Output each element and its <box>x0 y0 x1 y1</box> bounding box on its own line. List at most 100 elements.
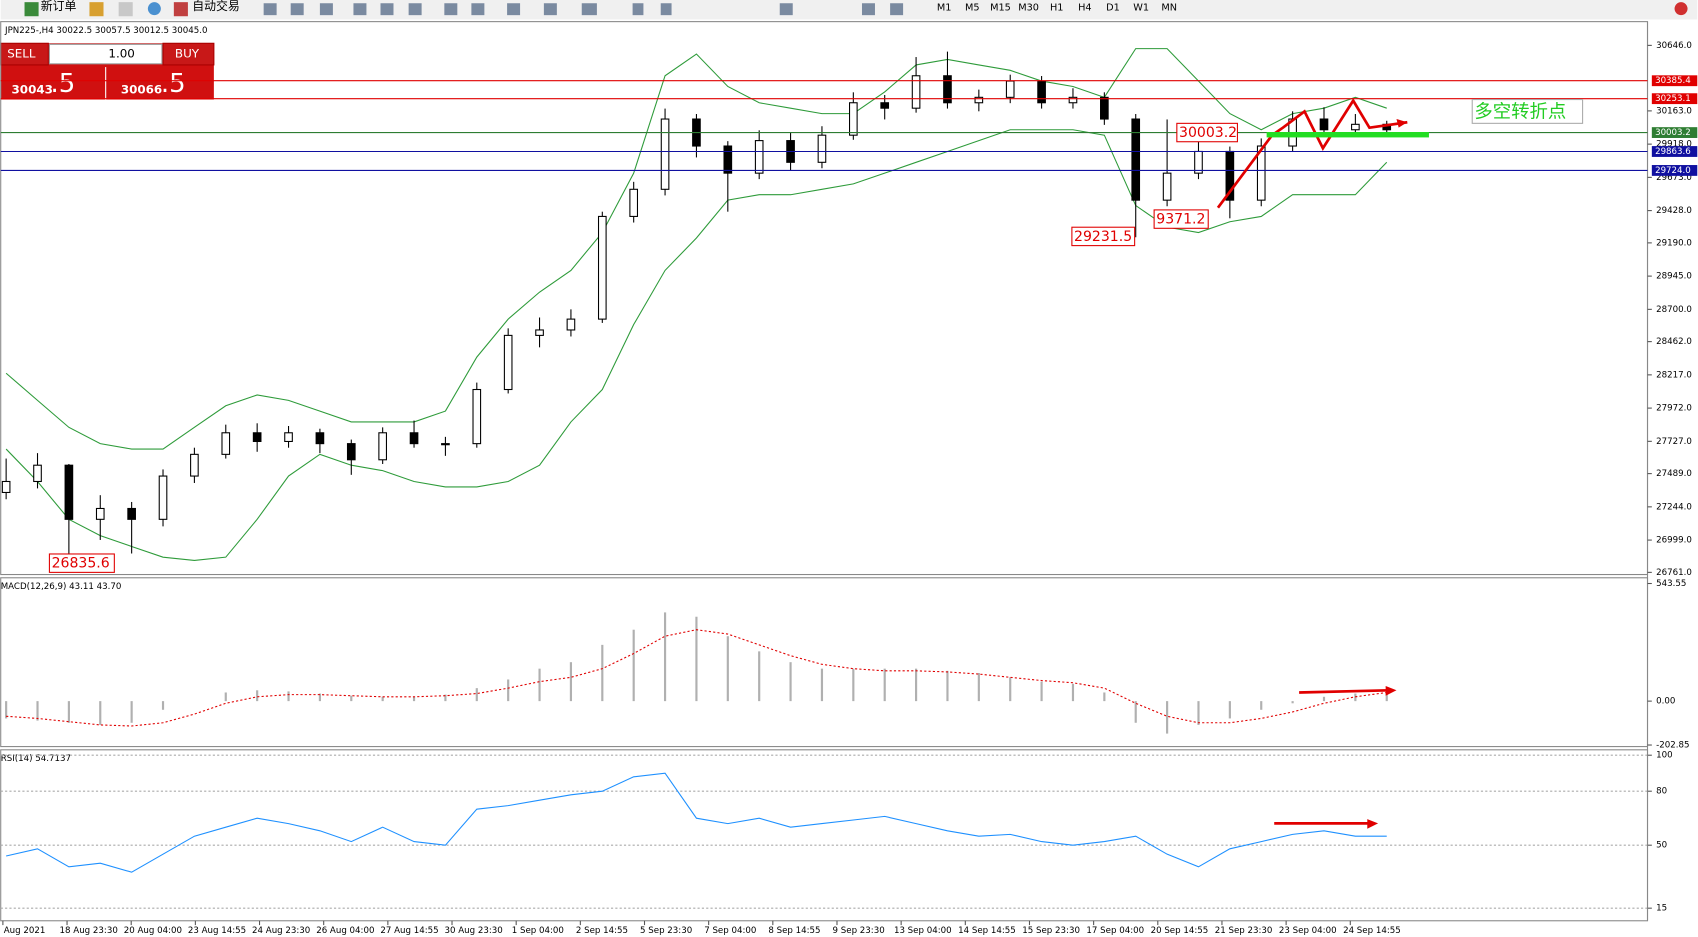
icon[interactable] <box>408 3 422 16</box>
chart-area: JPN225-,H4 30022.5 30057.5 30012.5 30045… <box>0 21 1698 936</box>
bid-price[interactable]: 30043 <box>12 82 53 96</box>
macd-bar <box>381 696 384 702</box>
icon[interactable] <box>147 2 161 16</box>
candle-body <box>754 140 764 174</box>
icon[interactable] <box>543 3 557 16</box>
auto-trading-button[interactable]: 自动交易 <box>192 0 240 13</box>
buy-button[interactable] <box>162 42 215 66</box>
x-tick-label: 24 Aug 23:30 <box>252 926 310 936</box>
price-level-label: 29863.6 <box>1655 147 1691 157</box>
price-annotation: 26835.6 <box>52 556 110 572</box>
arrow-head <box>1385 685 1397 696</box>
ask-price-fraction[interactable]: .5 <box>161 69 186 99</box>
macd-bar <box>632 629 635 702</box>
icon[interactable] <box>779 3 793 16</box>
timeframe-button[interactable]: M5 <box>965 3 980 14</box>
icon[interactable] <box>263 3 277 16</box>
y-tick-label: 26999.0 <box>1656 536 1692 546</box>
candle-body <box>409 432 419 445</box>
y-tick-label: 27244.0 <box>1656 502 1692 512</box>
candle-body <box>472 388 482 445</box>
macd-bar <box>758 651 761 702</box>
price-level-label: 30385.4 <box>1655 76 1691 86</box>
icon[interactable] <box>632 3 644 16</box>
timeframe-button[interactable]: D1 <box>1106 3 1120 14</box>
price-annotation: 29231.5 <box>1074 229 1132 245</box>
y-tick-label: 27489.0 <box>1656 469 1692 479</box>
x-tick-label: 23 Sep 04:00 <box>1279 926 1337 936</box>
icon[interactable] <box>353 3 367 16</box>
icon[interactable] <box>380 3 394 16</box>
x-tick-label: 27 Aug 14:55 <box>380 926 438 936</box>
price-level-tag <box>1651 93 1698 105</box>
alert-icon[interactable] <box>1674 2 1688 16</box>
ask-price[interactable]: 30066 <box>121 82 162 96</box>
timeframe-button[interactable]: W1 <box>1133 3 1149 14</box>
candle-body <box>252 432 262 443</box>
lot-input[interactable] <box>48 43 163 65</box>
candle-body <box>1005 80 1015 98</box>
y-tick-label: 28462.0 <box>1656 337 1692 347</box>
x-tick-label: 9 Sep 23:30 <box>833 926 885 936</box>
macd-bar <box>883 668 886 702</box>
timeframe-button[interactable]: MN <box>1161 3 1177 14</box>
y-tick-label: 27727.0 <box>1656 437 1692 447</box>
timeframe-button[interactable]: M15 <box>990 3 1011 14</box>
candle-body <box>817 134 827 163</box>
candle-body <box>1131 118 1141 201</box>
timeframe-button[interactable]: M1 <box>937 3 952 14</box>
indicator-title: RSI(14) 54.7137 <box>1 754 71 764</box>
macd-bar <box>412 696 416 702</box>
icon[interactable] <box>861 3 875 16</box>
indicator-title: JPN225-,H4 30022.5 30057.5 30012.5 30045… <box>4 26 207 36</box>
y-tick-label: 30646.0 <box>1656 41 1692 51</box>
macd-bar <box>350 695 353 702</box>
arrow-head <box>1396 119 1408 128</box>
icon[interactable] <box>890 3 904 16</box>
macd-bar <box>1260 701 1263 710</box>
toolbar-bg <box>0 0 1698 20</box>
candle-body <box>943 75 952 104</box>
drawn-annotations <box>1216 98 1429 829</box>
candle-body <box>127 507 136 520</box>
icon[interactable] <box>660 3 672 16</box>
candle-body <box>441 443 450 446</box>
new-order-button[interactable]: 新订单 <box>41 0 77 13</box>
price-level-tag <box>1651 165 1698 176</box>
macd-bar <box>507 679 510 702</box>
icon[interactable] <box>581 3 597 16</box>
icon[interactable] <box>507 3 521 16</box>
y-tick-label: 28945.0 <box>1656 272 1692 282</box>
timeframe-button[interactable]: H1 <box>1050 3 1064 14</box>
timeframe-button[interactable]: H4 <box>1078 3 1092 14</box>
icon[interactable] <box>444 3 458 16</box>
candle-body <box>880 102 890 109</box>
x-tick-label: Aug 2021 <box>4 926 46 936</box>
annotation-box <box>1176 122 1238 143</box>
macd-bar <box>601 644 604 702</box>
y-tick-label: 27972.0 <box>1656 404 1692 414</box>
icon[interactable] <box>471 3 485 16</box>
price-annotation: 9371.2 <box>1156 212 1205 228</box>
timeframe-button[interactable]: M30 <box>1018 3 1039 14</box>
macd-bar <box>1134 701 1137 723</box>
auto-trading-icon[interactable] <box>173 2 188 17</box>
macd-bar <box>318 693 321 702</box>
bid-price-fraction[interactable]: .5 <box>50 69 75 99</box>
icon[interactable] <box>290 3 304 16</box>
annotation-box <box>48 553 115 573</box>
icon[interactable] <box>118 2 133 17</box>
y-tick-label: 29428.0 <box>1656 206 1692 216</box>
macd-bar <box>99 701 102 725</box>
macd-signal <box>6 629 1387 727</box>
price-level-label: 30003.2 <box>1655 128 1691 138</box>
icon[interactable] <box>89 2 104 17</box>
candle-body <box>378 432 387 461</box>
new-order-icon[interactable] <box>24 2 39 17</box>
rsi-line <box>6 772 1387 873</box>
icon[interactable] <box>319 3 333 16</box>
x-tick-label: 17 Sep 04:00 <box>1086 926 1144 936</box>
macd-bar <box>5 701 8 719</box>
candle-body <box>723 145 733 174</box>
